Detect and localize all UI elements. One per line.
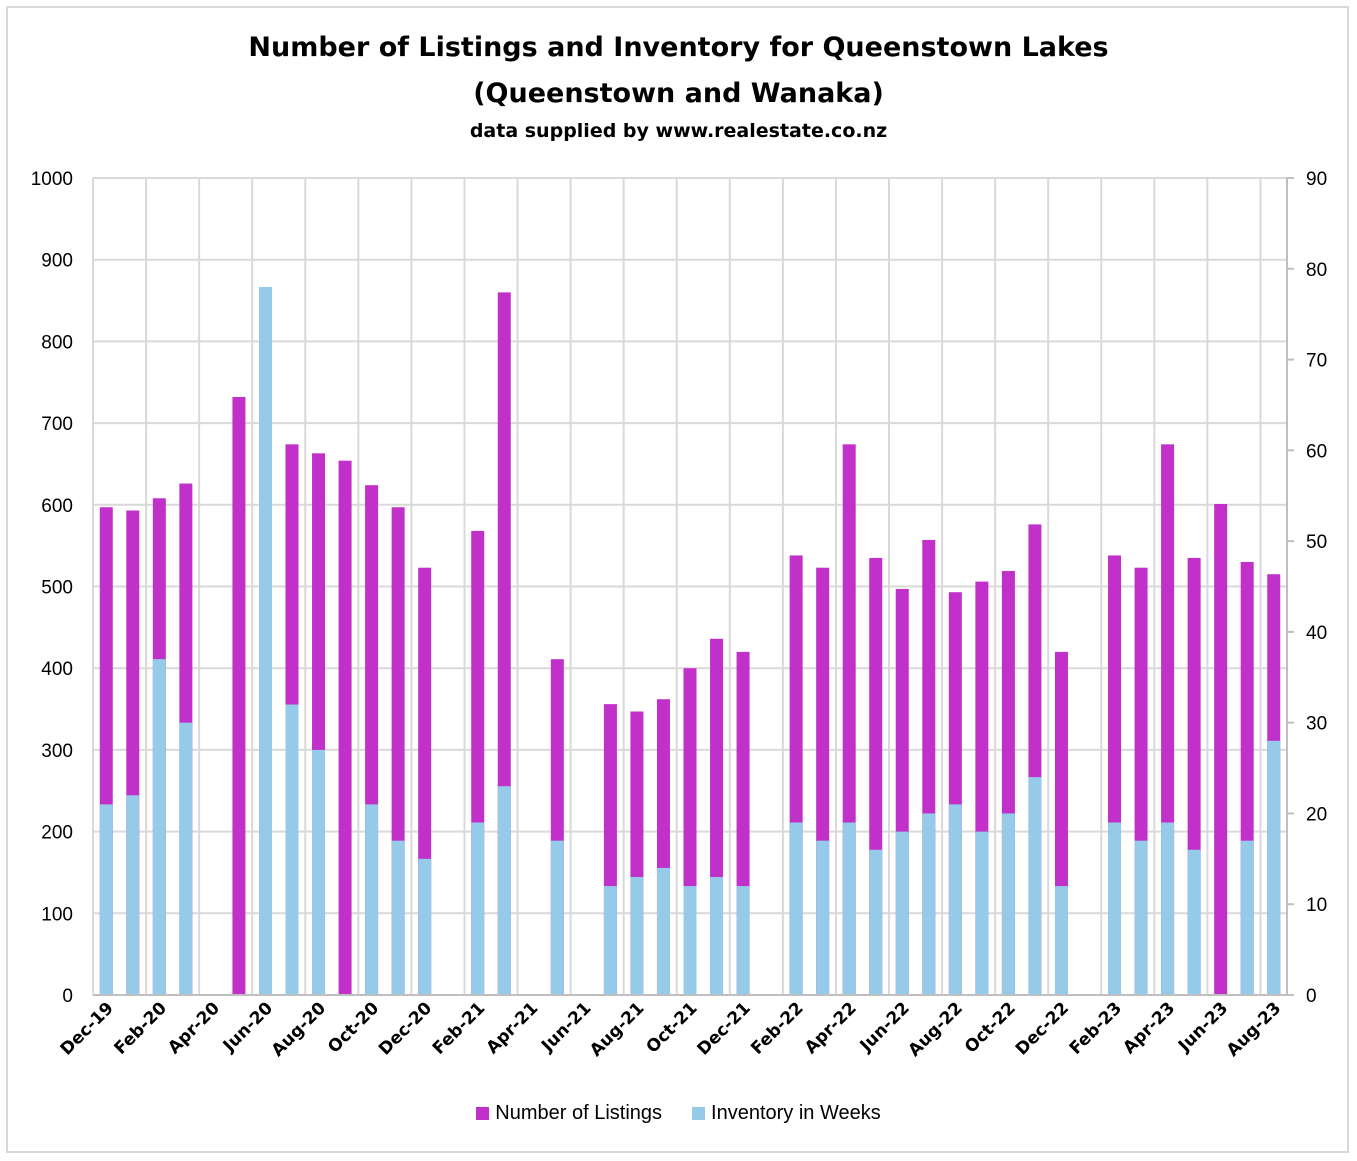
bar-inventory [683, 886, 697, 995]
bar-inventory [550, 840, 564, 995]
bar-inventory [895, 831, 909, 995]
bar-inventory [418, 858, 432, 995]
bar-inventory [365, 804, 379, 995]
right-y-tick-label: 0 [1306, 986, 1317, 1007]
x-tick-label: Aug-22 [905, 998, 967, 1060]
bar-inventory [710, 876, 724, 995]
legend-swatch-listings [476, 1107, 490, 1120]
bar-inventory [1134, 840, 1148, 995]
left-y-tick-labels: 0 100 200 300 400 500 600 700 800 900 1000 [31, 169, 73, 1007]
legend-swatch-inventory [692, 1107, 706, 1120]
x-tick-label: Dec-20 [375, 998, 436, 1059]
right-y-tick-label: 20 [1306, 804, 1327, 825]
right-y-tick-label: 80 [1306, 260, 1327, 281]
legend-label-listings: Number of Listings [495, 1102, 663, 1124]
bar-inventory [285, 704, 299, 995]
bar-inventory [869, 849, 883, 995]
legend-item-listings: Number of Listings [476, 1102, 662, 1125]
bar-inventory [736, 886, 750, 995]
bar-inventory [922, 813, 936, 995]
left-y-tick-label: 500 [41, 578, 73, 599]
x-tick-label: Feb-21 [429, 998, 489, 1058]
x-tick-label: Apr-20 [164, 998, 224, 1058]
bar-inventory [842, 822, 856, 995]
bar-inventory [1001, 813, 1015, 995]
right-y-tick-label: 30 [1306, 714, 1327, 735]
right-y-tick-label: 70 [1306, 351, 1327, 372]
bar-listings [232, 396, 246, 995]
bar-inventory [603, 886, 617, 995]
chart-title: Number of Listings and Inventory for Que… [248, 32, 1109, 63]
bar-inventory [1161, 822, 1175, 995]
bar-inventory [1240, 840, 1254, 995]
bar-inventory [656, 867, 670, 995]
right-y-tick-label: 50 [1306, 532, 1327, 553]
bar-inventory [1108, 822, 1122, 995]
bar-inventory [497, 786, 511, 995]
x-tick-label: Oct-22 [961, 998, 1020, 1057]
bar-inventory [471, 822, 485, 995]
x-tick-label: Feb-22 [747, 998, 807, 1058]
chart-subtitle: data supplied by www.realestate.co.nz [469, 120, 888, 142]
x-tick-label: Dec-21 [693, 998, 754, 1059]
bar-inventory [1187, 849, 1201, 995]
x-tick-label: Aug-21 [586, 998, 648, 1060]
x-tick-label: Apr-23 [1119, 998, 1179, 1058]
bars [99, 286, 1281, 996]
bar-listings [1214, 503, 1228, 995]
legend-item-inventory: Inventory in Weeks [692, 1102, 881, 1125]
left-y-tick-label: 200 [41, 823, 73, 844]
bar-inventory [126, 795, 140, 995]
left-y-tick-label: 0 [62, 986, 73, 1007]
bar-inventory [312, 749, 326, 995]
x-tick-label: Apr-21 [483, 998, 543, 1058]
right-y-tick-label: 60 [1306, 441, 1327, 462]
left-y-tick-label: 300 [41, 741, 73, 762]
right-y-tick-label: 90 [1306, 169, 1327, 190]
left-y-tick-label: 700 [41, 414, 73, 435]
left-y-tick-label: 600 [41, 496, 73, 517]
left-y-tick-label: 100 [41, 904, 73, 925]
bar-inventory [816, 840, 830, 995]
bar-inventory [630, 876, 644, 995]
axes [92, 177, 1294, 996]
bar-inventory [789, 822, 803, 995]
x-tick-label: Aug-23 [1223, 998, 1285, 1060]
chart-title-line2: (Queenstown and Wanaka) [473, 78, 884, 109]
right-y-tick-label: 10 [1306, 895, 1327, 916]
x-tick-label: Oct-21 [643, 998, 702, 1057]
left-y-tick-label: 800 [41, 332, 73, 353]
bar-listings [338, 460, 352, 995]
left-y-tick-label: 400 [41, 659, 73, 680]
bar-inventory [1028, 777, 1042, 995]
bar-inventory [179, 722, 193, 995]
x-tick-label: Apr-22 [801, 998, 861, 1058]
x-tick-label: Dec-22 [1012, 998, 1073, 1059]
left-y-tick-label: 900 [41, 251, 73, 272]
x-tick-labels: Dec-19Feb-20Apr-20Jun-20Aug-20Oct-20Dec-… [57, 998, 1286, 1060]
bar-inventory [152, 659, 166, 995]
x-tick-label: Dec-19 [57, 998, 118, 1059]
x-tick-label: Aug-20 [268, 998, 330, 1060]
right-y-tick-labels: 0 10 20 30 40 50 60 70 80 90 [1306, 169, 1327, 1007]
left-y-tick-label: 1000 [31, 169, 73, 190]
bar-inventory [948, 804, 962, 995]
right-y-tick-label: 40 [1306, 623, 1327, 644]
legend: Number of Listings Inventory in Weeks [0, 1102, 1357, 1125]
bar-inventory [1054, 886, 1068, 995]
bar-inventory [975, 831, 989, 995]
legend-label-inventory: Inventory in Weeks [711, 1102, 881, 1124]
bar-inventory [258, 286, 272, 995]
bar-inventory [99, 804, 113, 995]
x-tick-label: Feb-20 [111, 998, 171, 1058]
x-tick-label: Oct-20 [324, 998, 383, 1057]
bar-inventory [1267, 740, 1281, 995]
x-tick-label: Feb-23 [1066, 998, 1126, 1058]
bar-inventory [391, 840, 405, 995]
